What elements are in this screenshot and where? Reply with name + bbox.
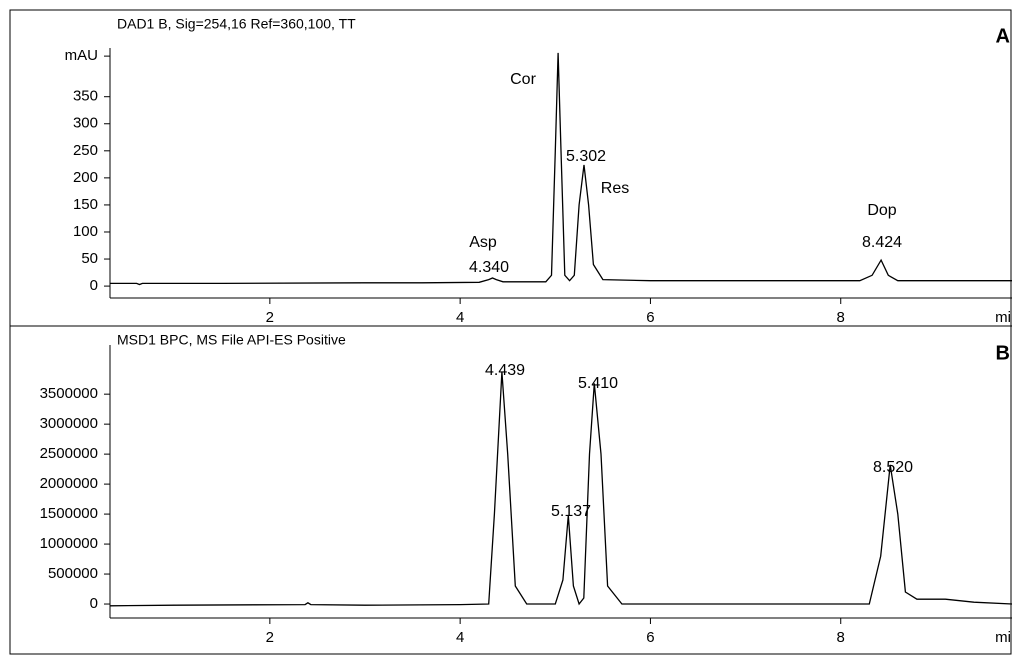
y-tick-label: 100 [73, 223, 98, 240]
y-tick-label: 150 [73, 196, 98, 213]
y-tick-label: 3000000 [40, 415, 98, 432]
y-tick-label: 50 [81, 250, 98, 267]
frame [9, 9, 1012, 655]
panel-label: B [996, 342, 1010, 364]
y-tick-label: 2500000 [40, 445, 98, 462]
y-tick-label: 1500000 [40, 505, 98, 522]
y-tick-label: 250 [73, 142, 98, 159]
peak-label: Cor [510, 71, 536, 88]
peak-label: 5.410 [578, 375, 618, 392]
y-tick-label: 2000000 [40, 475, 98, 492]
peak-label: 8.424 [862, 234, 902, 251]
chart-title: MSD1 BPC, MS File API-ES Positive [117, 332, 346, 348]
x-tick-label: 4 [456, 309, 464, 326]
peak-label: 4.340 [469, 259, 509, 276]
peak-label: 5.302 [566, 148, 606, 165]
x-tick-label: 6 [646, 629, 654, 646]
x-tick-label: 8 [837, 309, 845, 326]
y-tick-label: 1000000 [40, 535, 98, 552]
y-tick-label: mAU [65, 47, 98, 64]
y-tick-label: 0 [90, 595, 98, 612]
x-tick-label: 8 [837, 629, 845, 646]
x-axis-label: mi [995, 629, 1011, 646]
chart-title: DAD1 B, Sig=254,16 Ref=360,100, TT [117, 16, 356, 32]
signal-trace [110, 52, 1012, 286]
x-tick-label: 2 [266, 629, 274, 646]
x-tick-label: 2 [266, 309, 274, 326]
peak-label: Dop [867, 202, 896, 219]
y-tick-label: 500000 [48, 565, 98, 582]
y-tick-label: 3500000 [40, 385, 98, 402]
peak-label: Asp [469, 234, 497, 251]
peak-label: Res [601, 180, 629, 197]
signal-trace [109, 371, 1012, 607]
x-tick-label: 4 [456, 629, 464, 646]
peak-label: 4.439 [485, 362, 525, 379]
y-tick-label: 300 [73, 115, 98, 132]
panel-label: A [996, 25, 1010, 47]
peak-label: 5.137 [551, 503, 591, 520]
x-axis-label: mi [995, 309, 1011, 326]
peak-label: 8.520 [873, 459, 913, 476]
x-tick-label: 6 [646, 309, 654, 326]
y-tick-label: 350 [73, 88, 98, 105]
y-tick-label: 0 [90, 277, 98, 294]
y-tick-label: 200 [73, 169, 98, 186]
